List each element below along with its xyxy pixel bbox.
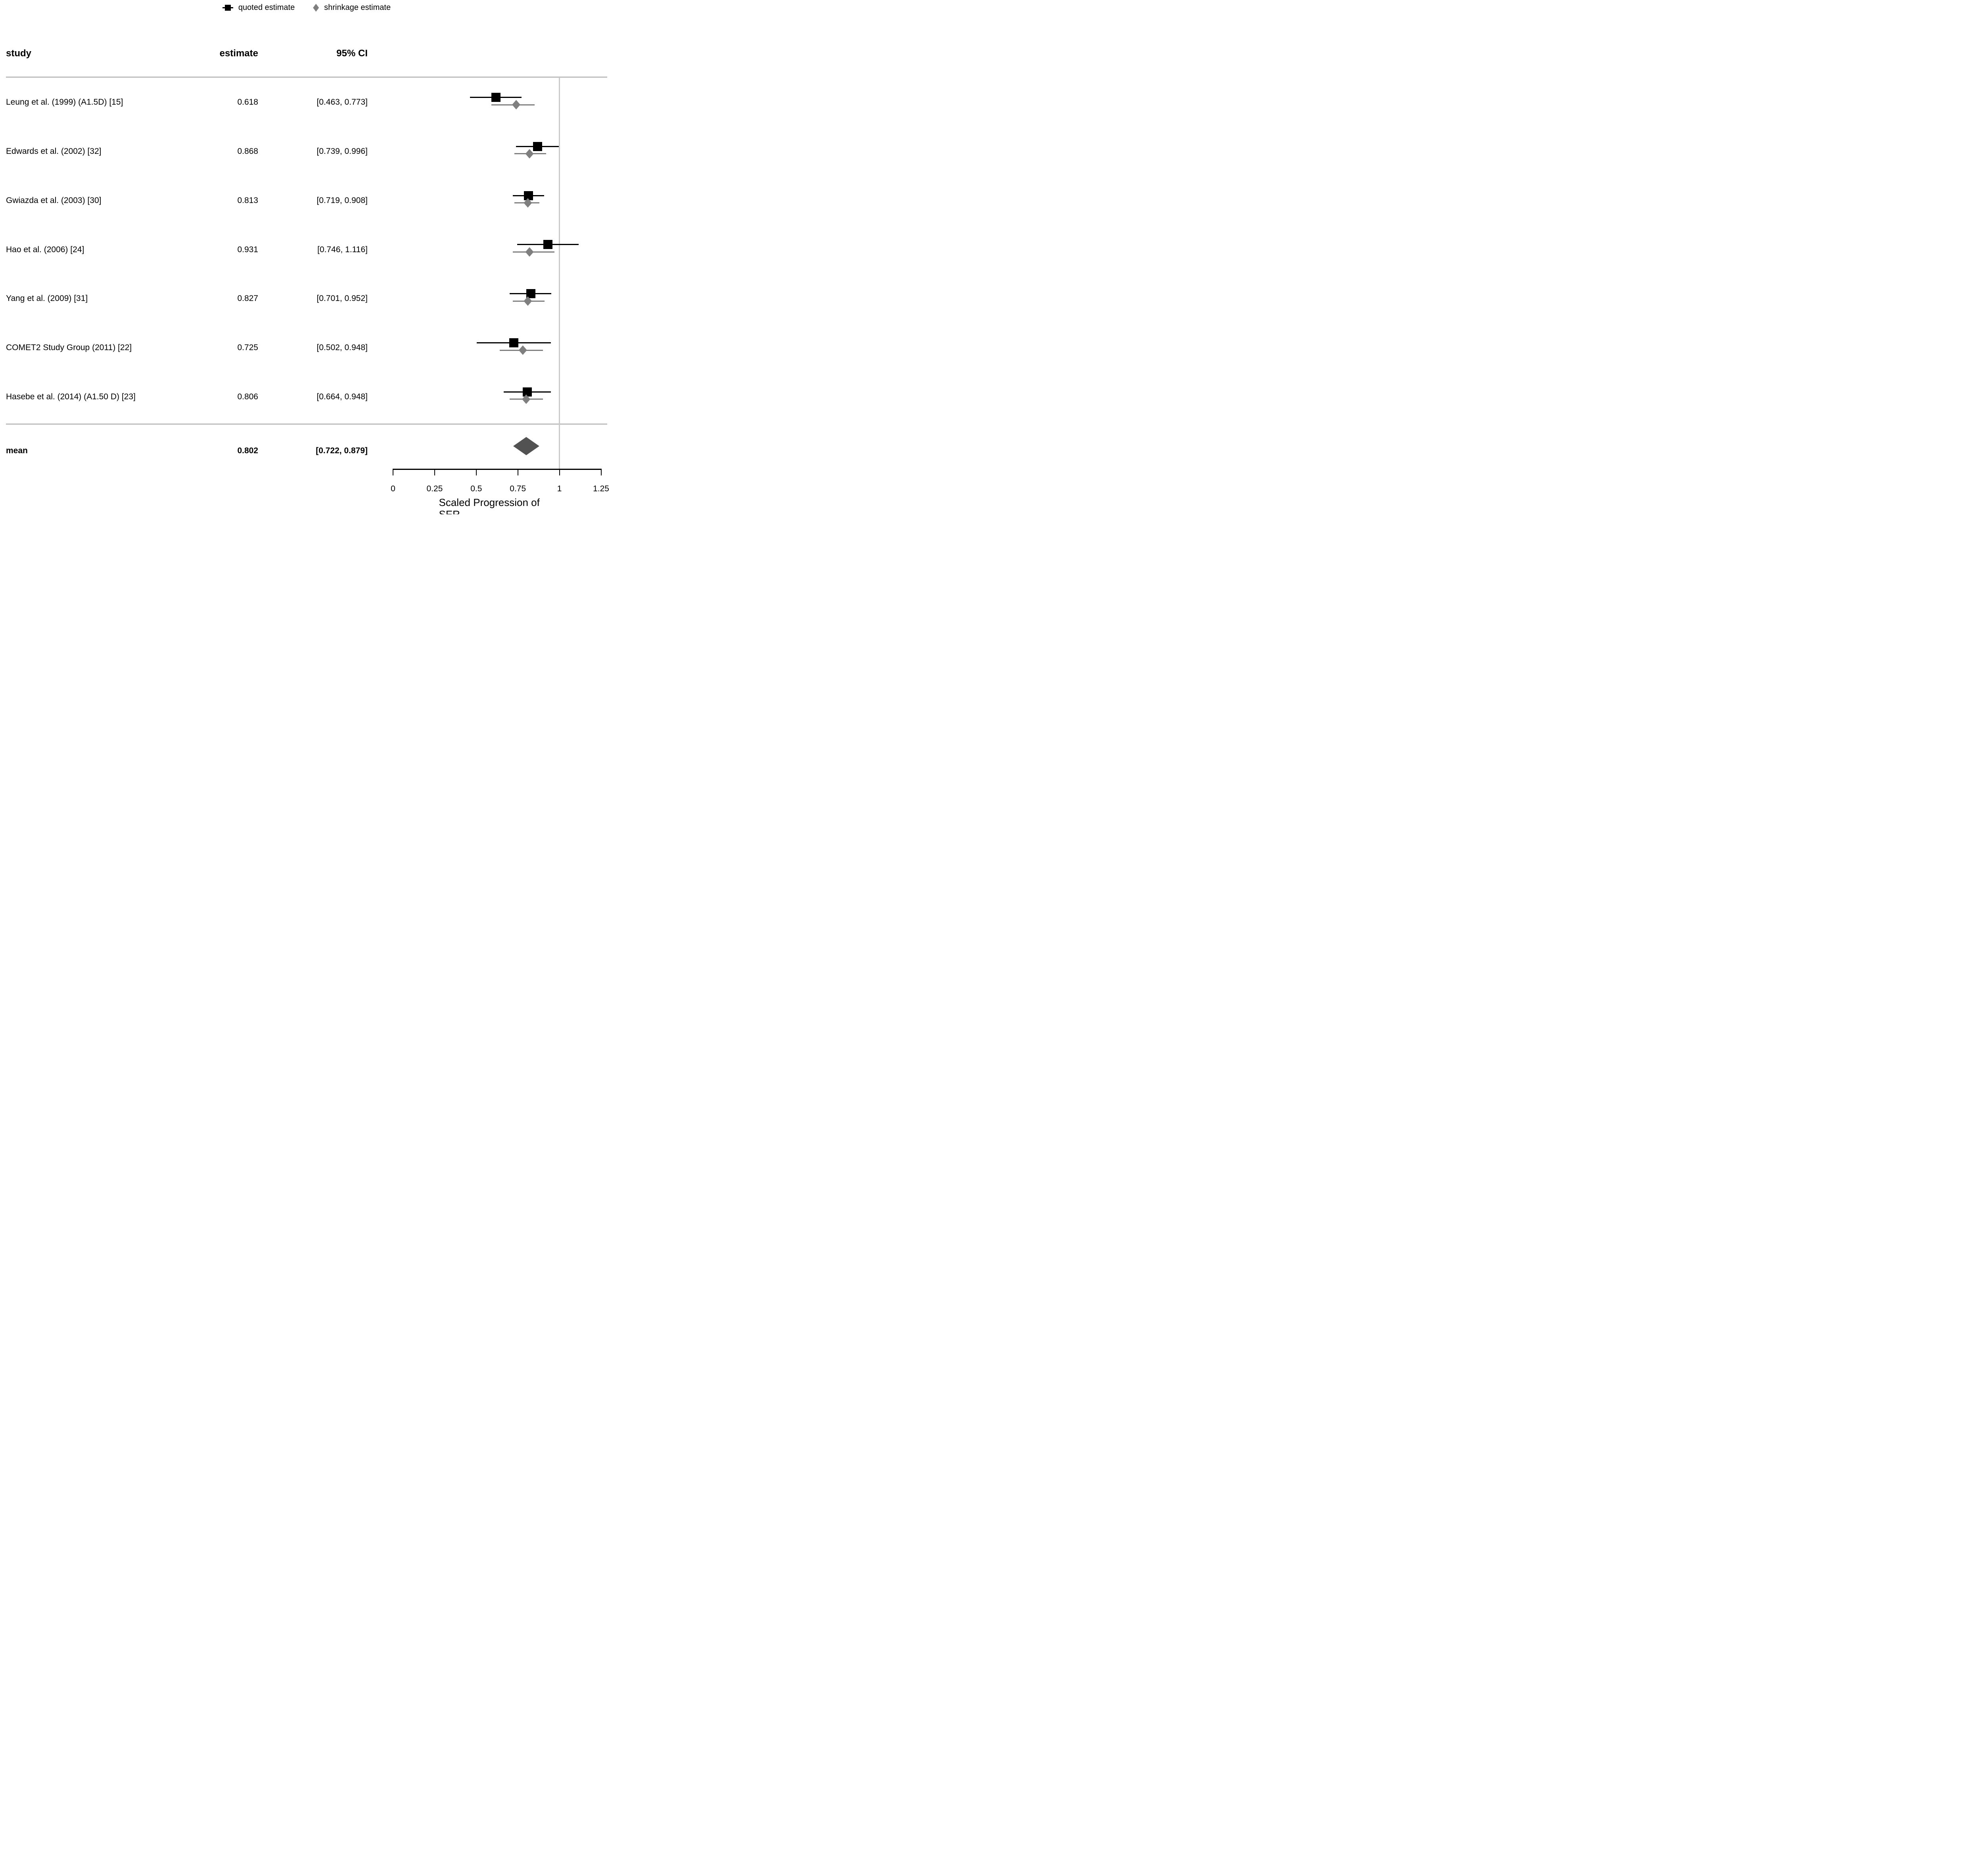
x-axis-tick-label: 0.75 [510,484,526,493]
ci-value: [0.502, 0.948] [316,343,368,352]
column-header-ci: 95% CI [336,48,368,59]
mean-ci-value: [0.722, 0.879] [316,446,368,455]
mean-diamond [513,437,539,455]
mean-separator [6,423,607,425]
x-axis-tick [476,469,477,475]
ci-value: [0.719, 0.908] [316,196,368,205]
estimate-value: 0.868 [237,147,258,156]
legend-item-quoted: quoted estimate [222,3,295,12]
legend-shrinkage-label: shrinkage estimate [324,3,391,12]
column-header-study: study [6,48,32,59]
study-label: Leung et al. (1999) (A1.5D) [15] [6,98,123,107]
x-axis-tick-label: 0.25 [426,484,443,493]
shrinkage-estimate-icon [313,4,319,12]
quoted-square [522,387,532,397]
quoted-square [533,142,542,151]
shrinkage-diamond [525,149,534,159]
ci-value: [0.463, 0.773] [316,98,368,107]
shrinkage-diamond [524,296,532,306]
estimate-value: 0.813 [237,196,258,205]
x-axis-tick-label: 1 [557,484,562,493]
study-label: Yang et al. (2009) [31] [6,294,88,303]
x-axis-title: Scaled Progression of SER [439,496,540,514]
mean-estimate-value: 0.802 [237,446,258,455]
column-header-estimate: estimate [219,48,258,59]
estimate-value: 0.931 [237,245,258,254]
shrinkage-diamond [518,345,527,355]
x-axis-tick-label: 0.5 [470,484,482,493]
legend-quoted-label: quoted estimate [238,3,295,12]
quoted-square [509,338,518,347]
legend-item-shrinkage: shrinkage estimate [313,3,391,12]
estimate-value: 0.827 [237,294,258,303]
shrinkage-diamond [512,100,520,109]
shrinkage-diamond [524,198,532,208]
x-axis-tick [434,469,435,475]
quoted-square [526,289,535,299]
study-label: COMET2 Study Group (2011) [22] [6,343,132,352]
estimate-value: 0.806 [237,392,258,401]
study-label: Hasebe et al. (2014) (A1.50 D) [23] [6,392,136,401]
study-label: Gwiazda et al. (2003) [30] [6,196,102,205]
mean-label: mean [6,446,28,455]
reference-line [559,77,560,469]
x-axis-tick-label: 1.25 [593,484,609,493]
shrinkage-diamond [522,394,531,404]
legend: quoted estimate shrinkage estimate [0,3,613,12]
quoted-square [524,191,533,200]
shrinkage-diamond [525,247,534,257]
x-axis-tick-label: 0 [391,484,395,493]
quoted-estimate-icon [222,4,233,12]
study-label: Edwards et al. (2002) [32] [6,147,102,156]
quoted-square [491,93,501,102]
ci-value: [0.739, 0.996] [316,147,368,156]
x-axis-tick [600,469,602,475]
x-axis-tick [559,469,560,475]
ci-value: [0.701, 0.952] [316,294,368,303]
forest-plot-page: quoted estimate shrinkage estimate study… [0,0,613,514]
quoted-square [543,240,553,249]
estimate-value: 0.618 [237,98,258,107]
ci-value: [0.746, 1.116] [317,245,368,254]
estimate-value: 0.725 [237,343,258,352]
ci-value: [0.664, 0.948] [316,392,368,401]
header-separator [6,77,607,78]
study-label: Hao et al. (2006) [24] [6,245,84,254]
x-axis-line [393,469,601,470]
